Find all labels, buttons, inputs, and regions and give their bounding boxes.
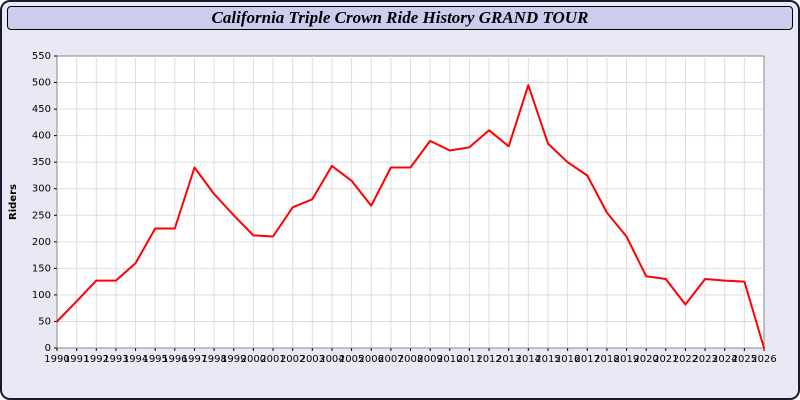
y-tick-label: 450 [32, 104, 51, 115]
y-tick-label: 500 [32, 78, 51, 89]
x-tick-label: 1999 [221, 354, 246, 365]
x-tick-label: 2005 [339, 354, 364, 365]
x-tick-label: 2022 [673, 354, 698, 365]
x-tick-label: 2013 [496, 354, 521, 365]
x-tick-label: 2020 [633, 354, 658, 365]
x-tick-label: 2001 [260, 354, 285, 365]
x-tick-label: 2019 [614, 354, 639, 365]
x-tick-label: 1991 [64, 354, 89, 365]
x-tick-label: 2012 [476, 354, 501, 365]
x-tick-label: 1996 [162, 354, 187, 365]
x-tick-label: 2018 [594, 354, 619, 365]
y-tick-label: 250 [32, 210, 51, 221]
x-tick-label: 2009 [417, 354, 442, 365]
x-tick-label: 2017 [575, 354, 600, 365]
y-tick-label: 50 [38, 316, 51, 327]
y-tick-label: 200 [32, 237, 51, 248]
y-tick-label: 100 [32, 290, 51, 301]
x-tick-label: 1994 [123, 354, 148, 365]
x-tick-label: 2011 [457, 354, 482, 365]
x-tick-label: 2025 [732, 354, 757, 365]
x-tick-label: 2015 [535, 354, 560, 365]
y-tick-label: 400 [32, 131, 51, 142]
line-chart: 0501001502002503003504004505005501990199… [8, 51, 777, 365]
x-tick-label: 1992 [84, 354, 109, 365]
x-tick-label: 2024 [712, 354, 737, 365]
x-tick-label: 2014 [516, 354, 541, 365]
x-tick-label: 1995 [142, 354, 167, 365]
x-tick-label: 1990 [44, 354, 69, 365]
x-tick-label: 2026 [751, 354, 776, 365]
riders-line-series [56, 84, 765, 349]
y-axis-title: Riders [8, 184, 19, 220]
x-tick-label: 2023 [692, 354, 717, 365]
page-title: California Triple Crown Ride History GRA… [211, 8, 589, 27]
x-tick-label: 2002 [280, 354, 305, 365]
x-tick-label: 2006 [358, 354, 383, 365]
y-tick-label: 150 [32, 263, 51, 274]
y-tick-label: 0 [45, 343, 51, 354]
y-tick-label: 550 [32, 51, 51, 62]
chart-title-bar: California Triple Crown Ride History GRA… [7, 6, 793, 30]
x-tick-label: 1998 [201, 354, 226, 365]
x-tick-label: 1997 [182, 354, 207, 365]
x-tick-label: 1993 [103, 354, 128, 365]
x-tick-label: 2010 [437, 354, 462, 365]
x-tick-label: 2007 [378, 354, 403, 365]
x-tick-label: 2008 [398, 354, 423, 365]
y-tick-label: 350 [32, 157, 51, 168]
y-tick-label: 300 [32, 184, 51, 195]
x-tick-label: 2003 [300, 354, 325, 365]
x-tick-label: 2004 [319, 354, 344, 365]
chart-container: 0 50 100 150 200 250 300 350 400 450 500 550 1990 199… [2, 40, 798, 398]
x-tick-label: 2021 [653, 354, 678, 365]
x-tick-label: 2000 [241, 354, 266, 365]
x-tick-label: 2016 [555, 354, 580, 365]
